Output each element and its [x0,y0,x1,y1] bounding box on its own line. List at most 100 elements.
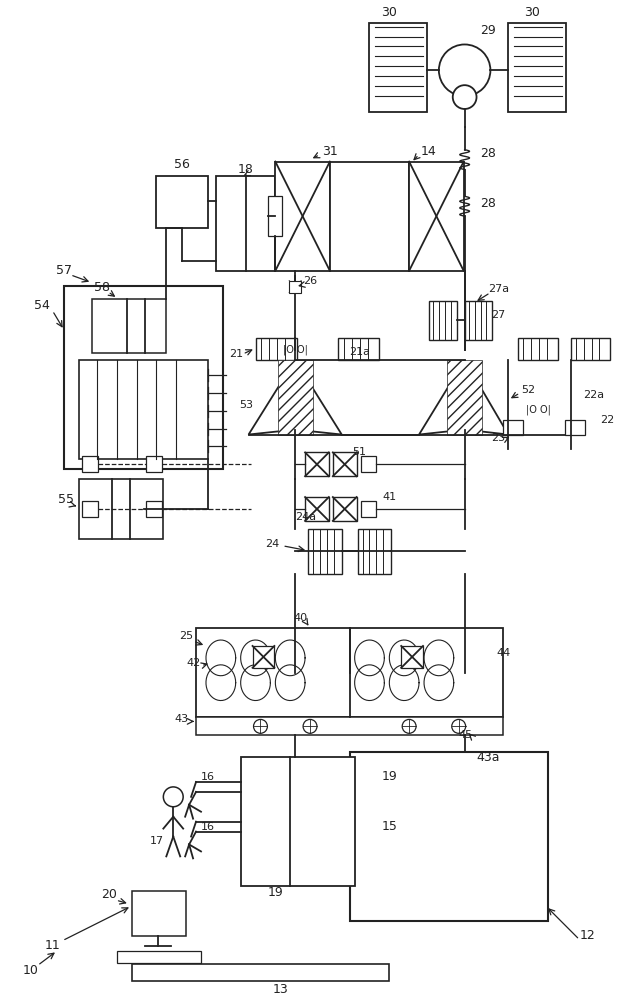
Bar [350,752,548,921]
Polygon shape [464,360,508,435]
Text: 43: 43 [174,714,188,724]
Bar [156,176,208,228]
Text: 27: 27 [491,310,505,320]
Bar [429,301,457,340]
Text: 57: 57 [56,264,72,277]
Bar [518,338,558,360]
Bar [255,338,297,360]
Bar [361,456,376,472]
Text: 40: 40 [293,613,307,623]
Circle shape [452,719,466,733]
Text: 29: 29 [481,24,496,37]
Text: 27a: 27a [488,284,509,294]
Text: 58: 58 [94,281,110,294]
Bar [305,452,329,476]
Polygon shape [419,360,464,435]
Text: 16: 16 [201,822,215,832]
Bar [82,501,98,517]
Circle shape [163,787,183,807]
Text: 19: 19 [267,886,283,899]
Bar [92,299,167,353]
Bar [447,360,483,435]
Text: 41: 41 [382,492,396,502]
Circle shape [453,85,476,109]
Text: 55: 55 [58,493,74,506]
Text: 56: 56 [174,158,190,171]
Bar [240,757,354,886]
Bar [330,162,409,271]
Bar [79,479,163,539]
Text: 19: 19 [381,770,397,783]
Text: 30: 30 [524,6,540,19]
Text: 11: 11 [44,939,60,952]
Text: 52: 52 [521,385,535,395]
Text: 20: 20 [101,888,117,901]
Text: 18: 18 [238,163,254,176]
Text: 23: 23 [491,433,505,443]
Text: 31: 31 [322,145,337,158]
Bar [279,360,313,435]
Bar [565,420,585,435]
Text: 22: 22 [600,415,615,425]
Polygon shape [295,360,342,435]
Text: 28: 28 [481,197,496,210]
Text: 24a: 24a [295,512,317,522]
Bar [571,338,610,360]
Text: |O O|: |O O| [283,345,307,355]
Text: 53: 53 [240,400,254,410]
Bar [269,196,282,236]
Bar [275,162,330,271]
Text: 22a: 22a [583,390,604,400]
Bar [401,646,423,668]
Text: 25: 25 [179,631,193,641]
Bar [289,281,301,293]
Text: 44: 44 [496,648,510,658]
Text: |O O|: |O O| [526,404,550,415]
Text: 54: 54 [34,299,50,312]
Bar [338,338,379,360]
Circle shape [439,44,490,96]
Bar [333,452,357,476]
Bar [369,23,427,112]
Text: 13: 13 [272,983,288,996]
Text: 21a: 21a [349,347,370,357]
Bar [252,646,274,668]
Bar [409,162,464,271]
Bar [117,951,201,963]
Text: 17: 17 [150,836,163,846]
Bar [79,360,208,459]
Text: 26: 26 [303,276,317,286]
Bar [305,497,329,521]
Bar [503,420,523,435]
Bar [508,23,566,112]
Bar [357,529,391,574]
Text: 16: 16 [201,772,215,782]
Bar [131,964,389,981]
Bar [308,529,342,574]
Polygon shape [249,360,295,435]
Text: 24: 24 [265,539,279,549]
Text: 14: 14 [421,145,437,158]
Text: 45: 45 [459,730,473,740]
Text: 15: 15 [381,820,398,833]
Bar [464,301,493,340]
Bar [82,456,98,472]
Bar [333,497,357,521]
Bar [361,501,376,517]
Text: 10: 10 [23,964,38,977]
Text: 12: 12 [580,929,595,942]
Text: 30: 30 [381,6,398,19]
Text: 21: 21 [230,349,244,359]
Bar [196,628,503,717]
Bar [146,501,162,517]
Text: 43a: 43a [476,751,500,764]
Text: 28: 28 [481,147,496,160]
Text: 42: 42 [186,658,200,668]
Bar [131,891,186,936]
Circle shape [303,719,317,733]
Text: 51: 51 [352,447,367,457]
Bar [196,717,503,735]
Bar [64,286,223,469]
Circle shape [254,719,267,733]
Bar [216,176,275,271]
